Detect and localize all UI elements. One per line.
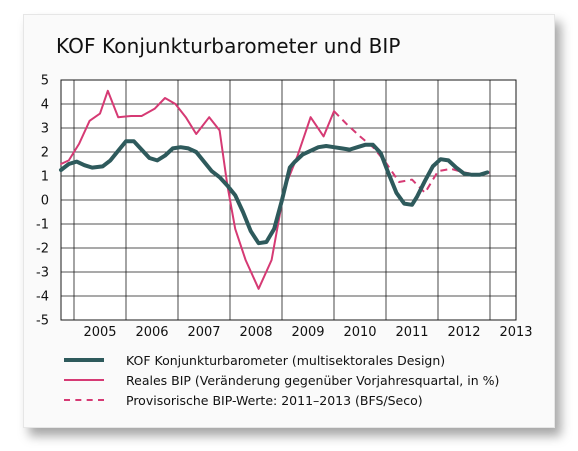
legend-label-kof: KOF Konjunkturbarometer (multisektorales… [126, 352, 446, 368]
legend-label-prov: Provisorische BIP-Werte: 2011–2013 (BFS/… [126, 392, 423, 408]
y-tick-label: 2 [41, 146, 49, 161]
y-tick-label: -1 [36, 218, 49, 233]
legend-label-bip: Reales BIP (Veränderung gegenüber Vorjah… [126, 372, 500, 388]
series-line-kof [59, 139, 490, 246]
y-tick-label: -4 [36, 290, 49, 305]
legend-item-kof: KOF Konjunkturbarometer (multisektorales… [64, 350, 544, 370]
x-tick-label: 2012 [447, 325, 480, 340]
y-tick-label: 4 [41, 98, 49, 113]
legend-swatch-bip [64, 379, 104, 381]
x-tick-label: 2008 [239, 325, 272, 340]
legend-item-bip: Reales BIP (Veränderung gegenüber Vorjah… [64, 370, 544, 390]
legend-item-prov: Provisorische BIP-Werte: 2011–2013 (BFS/… [64, 390, 544, 410]
x-tick-label: 2013 [499, 325, 532, 340]
y-tick-label: 1 [41, 170, 49, 185]
x-tick-label: 2006 [135, 325, 168, 340]
y-tick-label: -3 [36, 266, 49, 281]
legend-swatch-kof [64, 358, 104, 362]
x-tick-label: 2010 [343, 325, 376, 340]
y-tick-label: -2 [36, 242, 49, 257]
x-tick-label: 2007 [187, 325, 220, 340]
chart-legend: KOF Konjunkturbarometer (multisektorales… [64, 350, 544, 410]
x-tick-label: 2011 [395, 325, 428, 340]
y-tick-label: 0 [41, 194, 49, 209]
x-tick-label: 2009 [291, 325, 324, 340]
plot-border [60, 79, 517, 321]
x-tick-label: 2005 [83, 325, 116, 340]
y-tick-label: -5 [36, 314, 49, 329]
y-tick-label: 3 [41, 122, 49, 137]
chart-title: KOF Konjunkturbarometer und BIP [56, 34, 401, 58]
legend-swatch-prov [64, 399, 104, 401]
y-tick-label: 5 [41, 74, 49, 89]
